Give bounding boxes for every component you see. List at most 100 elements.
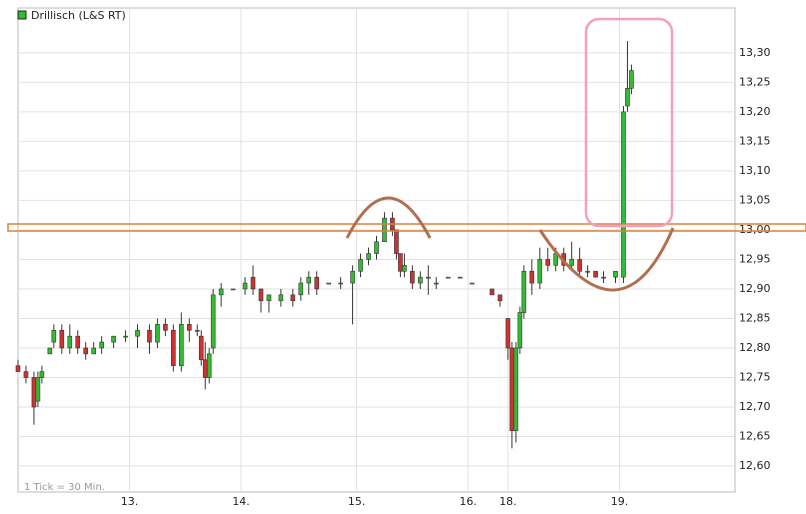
x-tick-label: 14. <box>232 495 250 508</box>
legend-label: Drillisch (L&S RT) <box>31 9 126 22</box>
candle-body <box>278 294 284 302</box>
candle-body <box>350 270 355 284</box>
candle-body <box>210 294 216 349</box>
candles <box>15 41 634 449</box>
x-tick-label: 18. <box>499 495 517 508</box>
candle-body <box>577 259 582 272</box>
resistance-band <box>7 223 806 232</box>
candle-body <box>418 276 423 284</box>
candle-body <box>314 276 320 290</box>
candle-body <box>306 276 312 284</box>
y-tick-label: 12,60 <box>739 459 771 472</box>
candle-body <box>545 259 551 266</box>
candle-body <box>31 377 37 408</box>
candle-body <box>266 294 272 302</box>
candle-body <box>505 318 511 349</box>
candle-body <box>67 335 73 349</box>
arc-top <box>345 196 432 239</box>
candle-body <box>613 270 618 278</box>
candle-body <box>198 335 204 361</box>
candle-body <box>445 276 451 279</box>
y-tick-label: 12,75 <box>739 370 771 383</box>
x-tick-label: 15. <box>348 495 366 508</box>
candle-body <box>155 324 160 343</box>
candle-body <box>39 371 45 378</box>
candle-body <box>147 329 152 343</box>
candle-body <box>111 335 116 343</box>
candle-body <box>601 276 606 279</box>
candle-body <box>497 294 503 302</box>
candle-body <box>517 312 523 349</box>
y-tick-label: 13,15 <box>739 134 771 147</box>
y-tick-label: 13,00 <box>739 223 771 236</box>
candle-body <box>186 324 192 331</box>
y-tick-label: 12,85 <box>739 311 771 324</box>
candle-body <box>366 253 371 260</box>
candle-body <box>425 276 431 279</box>
x-tick-label: 16. <box>459 495 477 508</box>
candle-body <box>242 282 248 290</box>
candle-body <box>290 294 296 302</box>
candle-body <box>521 270 527 313</box>
candle-body <box>374 241 379 254</box>
candle-body <box>585 270 590 273</box>
y-tick-label: 12,90 <box>739 282 771 295</box>
candle-body <box>593 270 598 278</box>
candle-body <box>179 324 184 366</box>
candle-body <box>457 276 463 279</box>
candle-body <box>625 87 630 107</box>
candle-body <box>91 347 96 355</box>
y-tick-label: 13,05 <box>739 193 771 206</box>
candle-body <box>621 111 626 278</box>
candle-body <box>59 329 65 349</box>
candle-body <box>250 276 256 290</box>
candle-body <box>230 288 236 291</box>
candle-body <box>629 70 634 89</box>
legend-swatch <box>17 10 27 20</box>
y-tick-label: 13,20 <box>739 105 771 118</box>
candle-body <box>326 282 332 285</box>
x-tick-label: 13. <box>121 495 139 508</box>
candle-body <box>298 282 304 296</box>
candle-body <box>433 282 439 285</box>
candle-body <box>569 259 574 266</box>
candle-body <box>394 229 399 254</box>
candle-body <box>171 329 176 366</box>
candle-body <box>358 259 363 272</box>
candle-body <box>489 288 495 296</box>
candle-body <box>537 259 543 284</box>
y-tick-label: 12,70 <box>739 400 771 413</box>
candle-body <box>194 329 200 332</box>
candle-body <box>163 324 168 331</box>
candle-body <box>529 270 535 284</box>
candle-body <box>202 359 208 378</box>
candle-body <box>382 217 387 243</box>
candle-body <box>469 282 475 285</box>
candle-body <box>23 371 29 378</box>
candle-body <box>513 347 519 431</box>
candle-body <box>35 377 41 402</box>
highlight-box <box>584 17 674 228</box>
y-tick-label: 13,30 <box>739 46 771 59</box>
y-tick-label: 12,65 <box>739 430 771 443</box>
y-tick-label: 13,25 <box>739 75 771 88</box>
candle-body <box>135 329 140 337</box>
candle-body <box>99 341 104 349</box>
candle-body <box>47 347 53 355</box>
candle-body <box>218 288 224 296</box>
candle-body <box>51 329 57 343</box>
candle-body <box>509 347 515 431</box>
candle-body <box>398 253 403 272</box>
footnote: 1 Tick = 30 Min. <box>24 482 105 493</box>
arc-bottom <box>538 227 675 292</box>
y-tick-label: 12,95 <box>739 252 771 265</box>
y-tick-label: 13,10 <box>739 164 771 177</box>
candle-body <box>410 270 415 284</box>
candle-body <box>338 282 343 285</box>
candle-body <box>258 288 264 302</box>
candle-body <box>75 335 81 349</box>
candle-body <box>83 347 89 355</box>
candle-body <box>123 335 128 338</box>
y-tick-label: 12,80 <box>739 341 771 354</box>
